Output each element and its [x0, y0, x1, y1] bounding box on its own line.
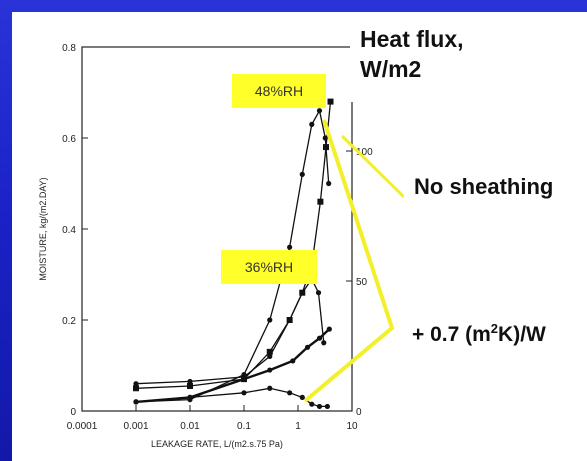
series-4-point: [267, 367, 273, 373]
series-3-point: [267, 353, 273, 359]
r-value-suffix: K)/W: [498, 323, 546, 346]
series-2-point: [133, 385, 139, 392]
series-3-point: [287, 317, 293, 323]
x-tick-label: 0.01: [180, 421, 200, 432]
heat-flux-label: Heat flux, W/m2: [350, 18, 498, 102]
y-tick-label: 0.6: [62, 134, 76, 145]
heat-flux-line-2: W/m2: [360, 56, 422, 82]
y-tick-label: 0.2: [62, 316, 76, 327]
series-1-point: [267, 317, 273, 323]
y-tick-label: 0.8: [62, 43, 76, 54]
x-tick-label: 0.001: [123, 421, 148, 432]
series-2-point: [327, 98, 334, 105]
series-1-point: [326, 180, 332, 187]
r-value-superscript: 2: [490, 321, 499, 336]
series-4-point: [241, 376, 247, 382]
series-3-point: [187, 378, 193, 385]
y-axis-label: MOISTURE, kg/(m2.DAY): [38, 177, 48, 280]
chart-background: [12, 12, 412, 461]
series-3-point: [321, 340, 327, 346]
series-2-point: [317, 198, 324, 205]
series-5-point: [287, 390, 293, 396]
heat-flux-line-1: Heat flux,: [360, 26, 464, 52]
y2-tick-label: 50: [356, 277, 368, 288]
pointer-line-r-value: [303, 119, 395, 403]
y-tick-label: 0: [70, 407, 76, 418]
y-tick-label: 0.4: [62, 225, 76, 236]
series-4-point: [326, 326, 332, 332]
y2-tick-label: 0: [356, 407, 362, 418]
series-4-point: [316, 335, 323, 341]
chart-panel: 0.0001 0.001 0.01 0.1 1 10 0 0.2 0.4 0.6 0.8 0 50 100…: [12, 12, 587, 461]
series-1-point: [316, 108, 323, 114]
x-tick-label: 1: [295, 421, 301, 432]
x-tick-label: 10: [346, 421, 358, 432]
rh-48-tag: 48%RH: [232, 74, 326, 108]
series-3-point: [133, 381, 139, 387]
y2-tick-label: 100: [356, 147, 373, 158]
series-4-point: [290, 358, 296, 364]
series-1-point: [299, 171, 305, 177]
series-4-point: [304, 344, 311, 350]
series-3-point: [315, 290, 322, 296]
series-2-point: [266, 348, 273, 355]
r-value-label: + 0.7 (m2K)/W: [404, 312, 587, 358]
series-3-point: [299, 290, 305, 296]
series-5-point: [309, 401, 315, 407]
series-1-point: [287, 244, 293, 250]
series-2-point: [322, 144, 329, 151]
series-2-point: [187, 382, 193, 389]
series-5-point: [299, 394, 305, 400]
series-1-point: [309, 121, 315, 127]
x-tick-label: 0.1: [237, 421, 251, 432]
series-5-point: [241, 390, 247, 396]
rh-36-tag: 36%RH: [221, 250, 317, 284]
series-5-point: [316, 403, 323, 410]
pointer-line-no-sheathing: [340, 134, 406, 199]
leakage-moisture-chart: 0.0001 0.001 0.01 0.1 1 1000.20.40.60.8050100…: [12, 12, 587, 461]
x-axis-label: LEAKAGE RATE, L/(m2.s.75 Pa): [151, 439, 283, 449]
series-5-point: [267, 385, 273, 391]
series-5-point: [133, 399, 139, 405]
r-value-prefix: + 0.7 (m: [412, 323, 491, 346]
x-tick-label: 0.0001: [67, 421, 98, 432]
series-5-point: [324, 403, 330, 410]
no-sheathing-label: No sheathing: [404, 165, 587, 209]
series-5-point: [187, 394, 193, 400]
